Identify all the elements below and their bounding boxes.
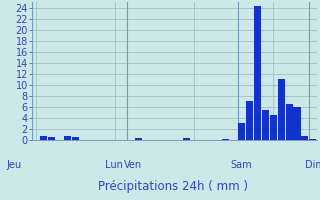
Bar	[301, 136, 308, 140]
Bar	[254, 6, 261, 140]
Text: Ven: Ven	[124, 160, 142, 170]
Bar	[270, 115, 277, 140]
Text: Lun: Lun	[105, 160, 123, 170]
Bar	[64, 136, 71, 140]
Text: Précipitations 24h ( mm ): Précipitations 24h ( mm )	[98, 180, 248, 193]
Text: Dim: Dim	[305, 160, 320, 170]
Bar	[72, 137, 79, 140]
Bar	[183, 138, 190, 140]
Bar	[238, 123, 245, 140]
Bar	[309, 139, 316, 140]
Bar	[278, 79, 285, 140]
Text: Sam: Sam	[231, 160, 252, 170]
Text: Jeu: Jeu	[7, 160, 22, 170]
Bar	[135, 138, 142, 140]
Bar	[246, 101, 253, 140]
Bar	[293, 107, 300, 140]
Bar	[285, 104, 293, 140]
Bar	[48, 137, 55, 140]
Bar	[262, 110, 269, 140]
Bar	[40, 136, 47, 140]
Bar	[222, 139, 229, 140]
